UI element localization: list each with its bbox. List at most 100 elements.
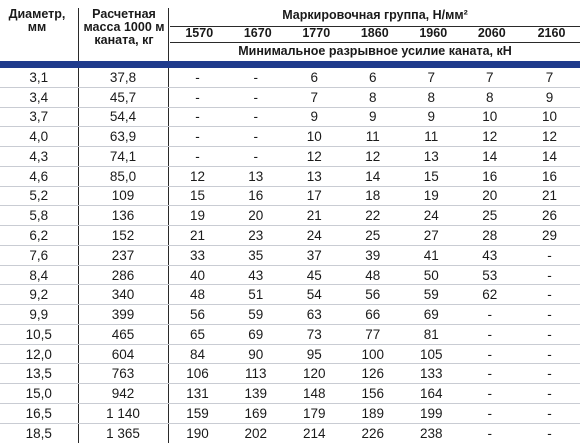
cell-force: 10 bbox=[519, 107, 580, 128]
cell-diameter: 12,0 bbox=[0, 344, 79, 365]
cell-force: 226 bbox=[361, 425, 385, 441]
cell-force: - bbox=[460, 304, 519, 325]
cell-mass: 85,0 bbox=[78, 166, 169, 187]
cell-force: 59 bbox=[402, 284, 461, 306]
header-group-1570: 1570 bbox=[185, 26, 214, 40]
cell-force: 29 bbox=[519, 225, 580, 246]
cell-force: 54 bbox=[285, 284, 344, 306]
cell-diameter: 16,5 bbox=[0, 403, 79, 424]
table-row: 4,3 74,1- -12 12 13 14 14 bbox=[0, 146, 580, 167]
table-row: 3,1 37,8- -6 6 7 7 7 bbox=[0, 68, 580, 88]
table-row: 4,6 85,0 12 13 13 14 15 16 16 bbox=[0, 166, 580, 187]
cell-force: 40 bbox=[168, 265, 227, 286]
cell-force: 33 bbox=[168, 245, 227, 266]
header-group-1960: 1960 bbox=[419, 26, 448, 40]
cell-force: 28 bbox=[460, 225, 519, 246]
cell-force: - bbox=[168, 68, 227, 88]
cell-mass: 1 365 bbox=[78, 423, 169, 443]
cell-diameter: 7,6 bbox=[0, 245, 79, 266]
cell-force: 18 bbox=[343, 186, 402, 207]
cell-diameter: 8,4 bbox=[0, 265, 79, 286]
cell-force: 159 bbox=[168, 403, 227, 424]
header-group-2060: 2060 bbox=[477, 26, 506, 40]
cell-force: 8 bbox=[460, 87, 519, 108]
cell-force: 7 bbox=[519, 68, 580, 88]
cell-mass: 465 bbox=[78, 324, 169, 345]
cell-force: 48 bbox=[168, 284, 227, 306]
cell-diameter: 3,1 bbox=[0, 68, 79, 88]
cell-force: 113 bbox=[226, 363, 285, 385]
table-row: 13,5 763 106 113 120 126 133- - bbox=[0, 363, 580, 385]
cell-force: - bbox=[168, 146, 227, 167]
header-force: Минимальное разрывное усилие каната, кН bbox=[170, 45, 580, 58]
cell-force: 21 bbox=[519, 186, 580, 207]
cell-mass: 763 bbox=[78, 363, 169, 385]
table-row: 4,0 63,9- -10 11 11 12 12 bbox=[0, 126, 580, 148]
cell-diameter: 10,5 bbox=[0, 324, 79, 345]
cell-force: 26 bbox=[519, 205, 580, 227]
cell-force: 10 bbox=[460, 107, 519, 128]
cell-force: - bbox=[226, 146, 285, 167]
cell-mass: 63,9 bbox=[78, 126, 169, 148]
cell-force: - bbox=[460, 324, 519, 345]
cell-force: - bbox=[226, 107, 285, 128]
cell-force: - bbox=[547, 425, 552, 441]
cell-force: 19 bbox=[402, 186, 461, 207]
cell-force: 148 bbox=[285, 383, 344, 405]
cell-diameter: 9,9 bbox=[0, 304, 79, 325]
cell-force: 16 bbox=[519, 166, 580, 187]
table-row: 5,8 136 19 20 21 22 24 25 26 bbox=[0, 205, 580, 227]
cell-force: - bbox=[226, 68, 285, 88]
table-row: 5,2 109 15 16 17 18 19 20 21 bbox=[0, 186, 580, 207]
cell-force: 9 bbox=[519, 87, 580, 108]
cell-force: 37 bbox=[285, 245, 344, 266]
data-table: 3,1 37,8- -6 6 7 7 7 3,4 45,7- -7 8 8 8 9 3,7 54,4- -9 9 9… bbox=[0, 68, 580, 443]
cell-force: 11 bbox=[402, 126, 461, 148]
cell-force: 19 bbox=[168, 205, 227, 227]
cell-force: 12 bbox=[285, 146, 344, 167]
cell-force: 6 bbox=[343, 68, 402, 88]
cell-force: 81 bbox=[402, 324, 461, 345]
cell-force: - bbox=[519, 383, 580, 405]
cell-force: 106 bbox=[168, 363, 227, 385]
cell-force: 179 bbox=[285, 403, 344, 424]
cell-force: 21 bbox=[168, 225, 227, 246]
cell-force: 48 bbox=[343, 265, 402, 286]
cell-force: 8 bbox=[402, 87, 461, 108]
cell-force: 9 bbox=[402, 107, 461, 128]
cell-force: 13 bbox=[226, 166, 285, 187]
cell-force: 13 bbox=[402, 146, 461, 167]
cell-force: - bbox=[519, 284, 580, 306]
header-group: Маркировочная группа, Н/мм² bbox=[170, 9, 580, 22]
cell-force: 12 bbox=[343, 146, 402, 167]
header-rule-mid bbox=[170, 42, 580, 43]
cell-force: 12 bbox=[168, 166, 227, 187]
cell-force: 24 bbox=[402, 205, 461, 227]
cell-force: 56 bbox=[168, 304, 227, 325]
cell-force: 133 bbox=[402, 363, 461, 385]
cell-force: 16 bbox=[226, 186, 285, 207]
cell-diameter: 18,5 bbox=[0, 423, 79, 443]
cell-mass: 942 bbox=[78, 383, 169, 405]
cell-force: 35 bbox=[226, 245, 285, 266]
cell-force: 126 bbox=[343, 363, 402, 385]
cell-force: 6 bbox=[285, 68, 344, 88]
cell-diameter: 15,0 bbox=[0, 383, 79, 405]
cell-force: - bbox=[519, 363, 580, 385]
header-group-2160: 2160 bbox=[537, 26, 566, 40]
header-mass: Расчетная масса 1000 м каната, кг bbox=[82, 8, 166, 47]
cell-force: 20 bbox=[226, 205, 285, 227]
cell-force: 169 bbox=[226, 403, 285, 424]
cell-force: 43 bbox=[226, 265, 285, 286]
cell-diameter: 13,5 bbox=[0, 363, 79, 385]
cell-mass: 136 bbox=[78, 205, 169, 227]
header-mass-text: Расчетная масса 1000 м каната, кг bbox=[83, 7, 165, 47]
cell-force: 45 bbox=[285, 265, 344, 286]
cell-force: - bbox=[519, 304, 580, 325]
cell-force: 9 bbox=[285, 107, 344, 128]
cell-force: 131 bbox=[168, 383, 227, 405]
cell-force: 14 bbox=[343, 166, 402, 187]
table-row: 12,0 604 84 90 95 100 105- - bbox=[0, 344, 580, 365]
table-row: 3,4 45,7- -7 8 8 8 9 bbox=[0, 87, 580, 108]
cell-force: 190 bbox=[186, 425, 209, 441]
